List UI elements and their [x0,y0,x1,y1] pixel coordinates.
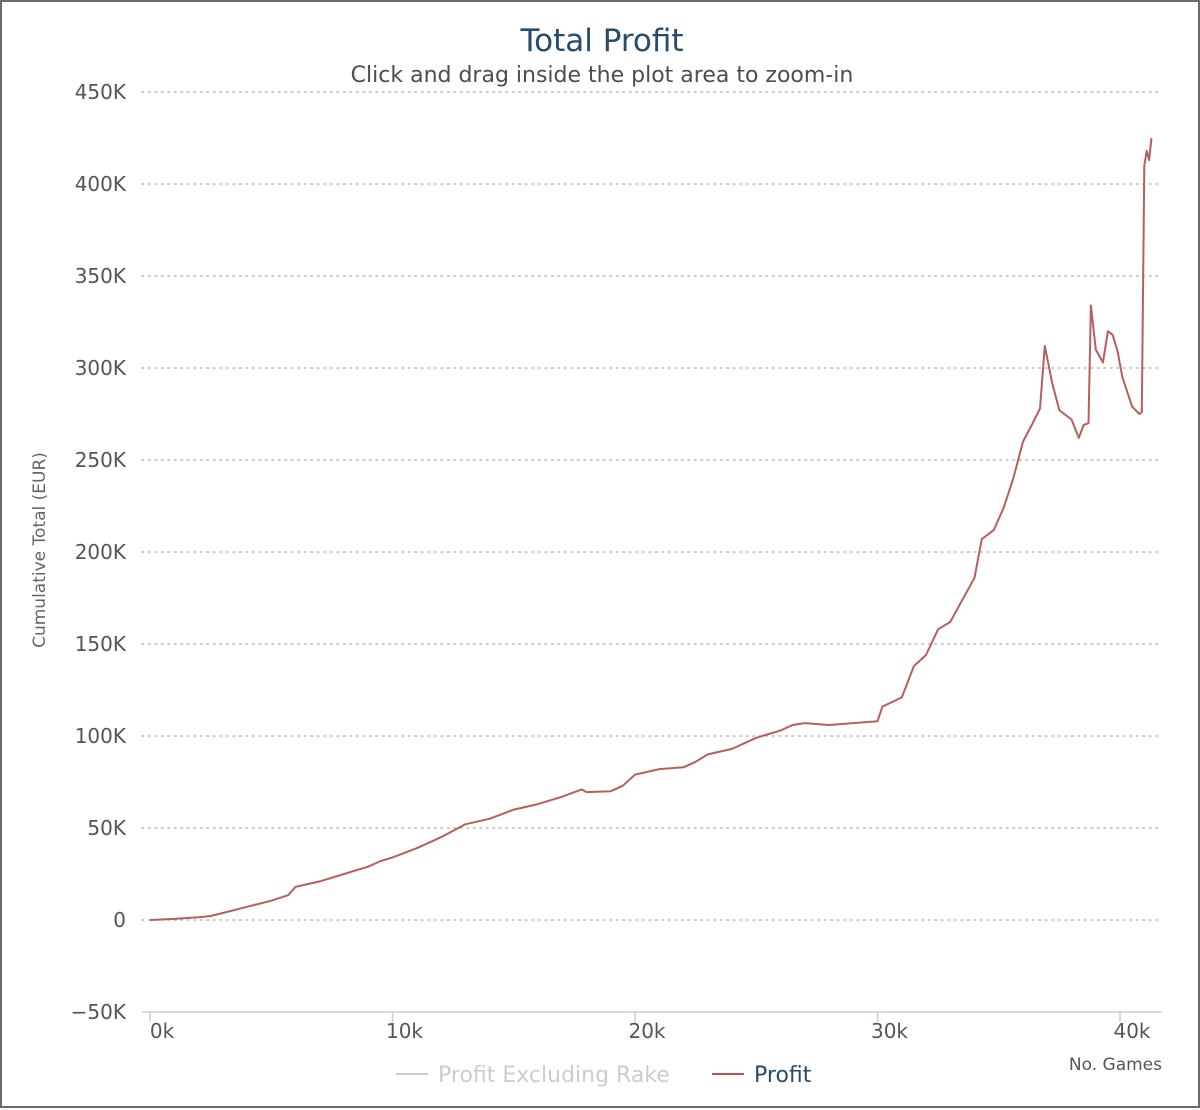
y-tick-label: 0 [113,908,126,932]
y-axis: −50K 0 50K 100K 150K 200K 250K 300K 350K 400K 450K [71,80,127,1024]
y-tick-label: 150K [75,632,127,656]
y-axis-title: Cumulative Total (EUR) [30,452,50,648]
x-tick-label: 40k [1113,1019,1150,1043]
y-tick-label: 250K [75,448,127,472]
chart-subtitle: Click and drag inside the plot area to z… [351,63,854,88]
x-tick-label: 0k [150,1019,175,1043]
x-axis-title: No. Games [1069,1055,1162,1075]
series-group [149,137,1153,921]
y-tick-label: 350K [75,264,127,288]
x-tick-label: 30k [871,1019,908,1043]
y-tick-label: 200K [75,540,127,564]
series-line-profit[interactable] [149,137,1153,921]
legend[interactable]: Profit Excluding Rake Profit [396,1063,812,1088]
y-tick-label: 50K [87,816,126,840]
x-axis: 0k 10k 20k 30k 40k [142,1011,1162,1043]
y-tick-label: 450K [75,80,127,104]
x-tick-label: 20k [628,1019,665,1043]
y-tick-label: 300K [75,356,127,380]
x-tick-label: 10k [386,1019,423,1043]
legend-item-label[interactable]: Profit [754,1063,812,1088]
legend-item-label[interactable]: Profit Excluding Rake [438,1063,670,1088]
chart-title: Total Profit [519,23,683,59]
y-tick-label: −50K [71,1000,127,1024]
grid-lines [141,91,1163,921]
y-tick-label: 100K [75,724,127,748]
y-tick-label: 400K [75,172,127,196]
